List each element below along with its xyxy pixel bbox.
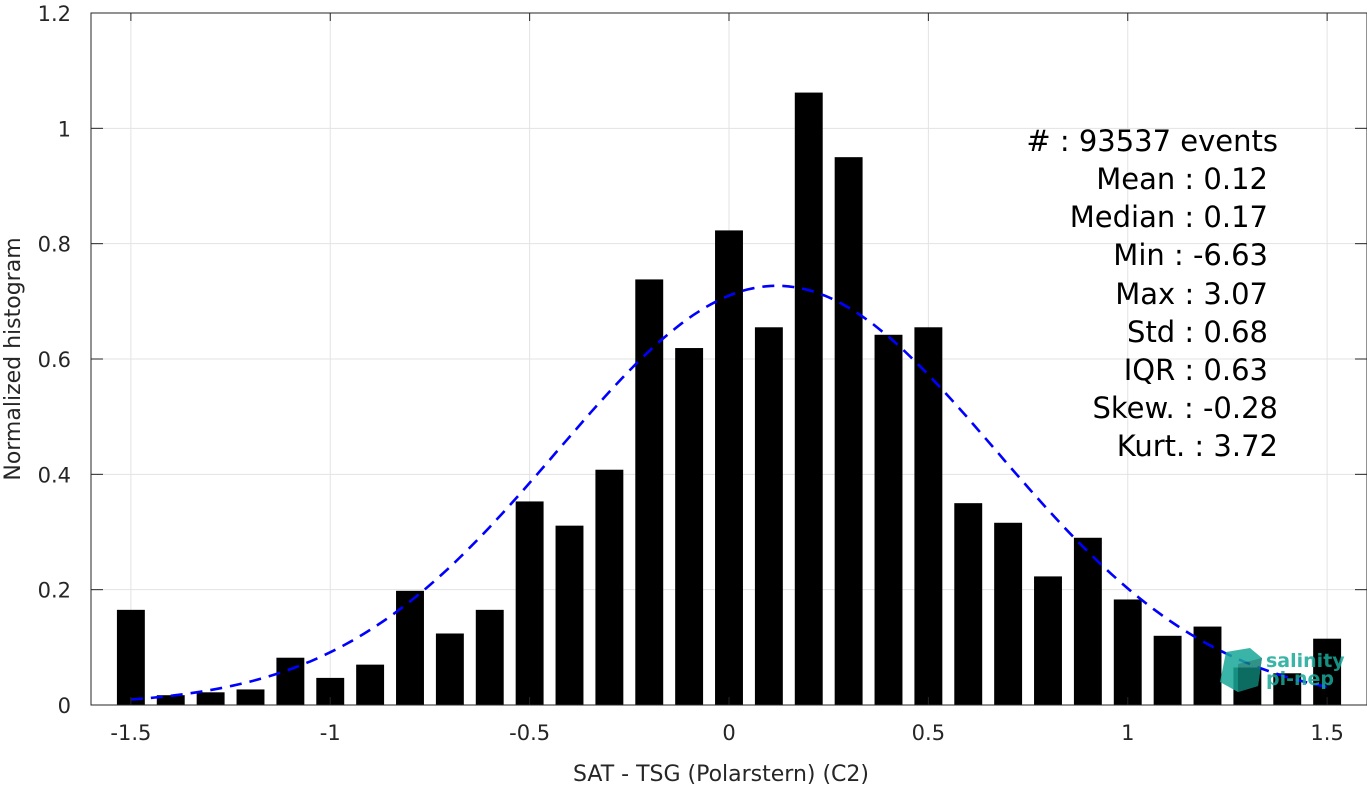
stat-min: Min : -6.63 [1113,238,1268,272]
x-tick-label: 0.5 [912,721,945,745]
histogram-bar [954,503,983,705]
histogram-bar [794,92,823,705]
y-tick-label: 0.8 [38,233,71,257]
histogram-bar [994,522,1023,705]
histogram-bar [435,633,464,705]
stat-median: Median : 0.17 [1070,200,1268,234]
histogram-bar [1193,626,1222,705]
histogram-bar [754,327,783,705]
stat-events: # : 93537 events [1026,124,1278,158]
logo-line2: pi-nep [1266,668,1334,690]
x-axis-label: SAT - TSG (Polarstern) (C2) [573,762,869,785]
histogram-bar [156,695,185,705]
y-tick-label: 0 [58,694,71,718]
x-tick-label: -1 [320,721,341,745]
stat-skew: Skew. : -0.28 [1092,391,1278,425]
y-axis-label: Normalized histogram [1,237,26,480]
y-tick-labels: 0 0.2 0.4 0.6 0.8 1 1.2 [38,2,71,718]
histogram-bar [196,692,225,705]
x-tick-label: -1.5 [110,721,151,745]
logo-line1: salinity [1266,650,1345,672]
y-tick-label: 1.2 [38,2,71,26]
histogram-bar [834,157,863,705]
stats-block: # : 93537 events Mean : 0.12 Median : 0.… [1026,124,1278,463]
histogram-bar [1034,576,1062,705]
stat-max: Max : 3.07 [1115,277,1268,311]
histogram-bar [1313,638,1342,705]
stat-kurt: Kurt. : 3.72 [1117,429,1278,463]
histogram-bar [236,689,265,705]
x-tick-labels: -1.5 -1 -0.5 0 0.5 1 1.5 [110,721,1343,745]
x-tick-label: 1 [1121,721,1134,745]
histogram-bar [675,348,704,705]
stat-iqr: IQR : 0.63 [1124,353,1268,387]
histogram-bar [276,657,305,705]
y-tick-label: 0.2 [38,579,71,603]
histogram-bar [874,334,903,705]
normal-fit-curve [130,284,1328,701]
histogram-bar [1153,635,1182,705]
x-tick-label: 1.5 [1310,721,1343,745]
histogram-bar [515,501,544,705]
histogram-bar [595,469,624,705]
x-tick-label: 0 [722,721,735,745]
logo-cube-shade [1238,658,1262,692]
bars [116,92,1342,706]
histogram-bar [475,609,504,705]
stat-mean: Mean : 0.12 [1096,162,1268,196]
histogram-bar [1073,537,1102,705]
y-tick-label: 0.4 [38,463,71,487]
salinity-pi-nep-logo: salinity pi-nep [1220,648,1345,692]
y-tick-label: 0.6 [38,348,71,372]
stat-std: Std : 0.68 [1127,315,1268,349]
histogram-bar [555,525,584,705]
x-tick-label: -0.5 [509,721,550,745]
histogram-bar [715,230,743,706]
ticks [91,12,1367,706]
y-tick-label: 1 [58,117,71,141]
histogram-bar [914,327,943,705]
histogram-bar [1113,599,1142,705]
histogram-bar [116,609,145,705]
histogram-bar [356,664,385,705]
